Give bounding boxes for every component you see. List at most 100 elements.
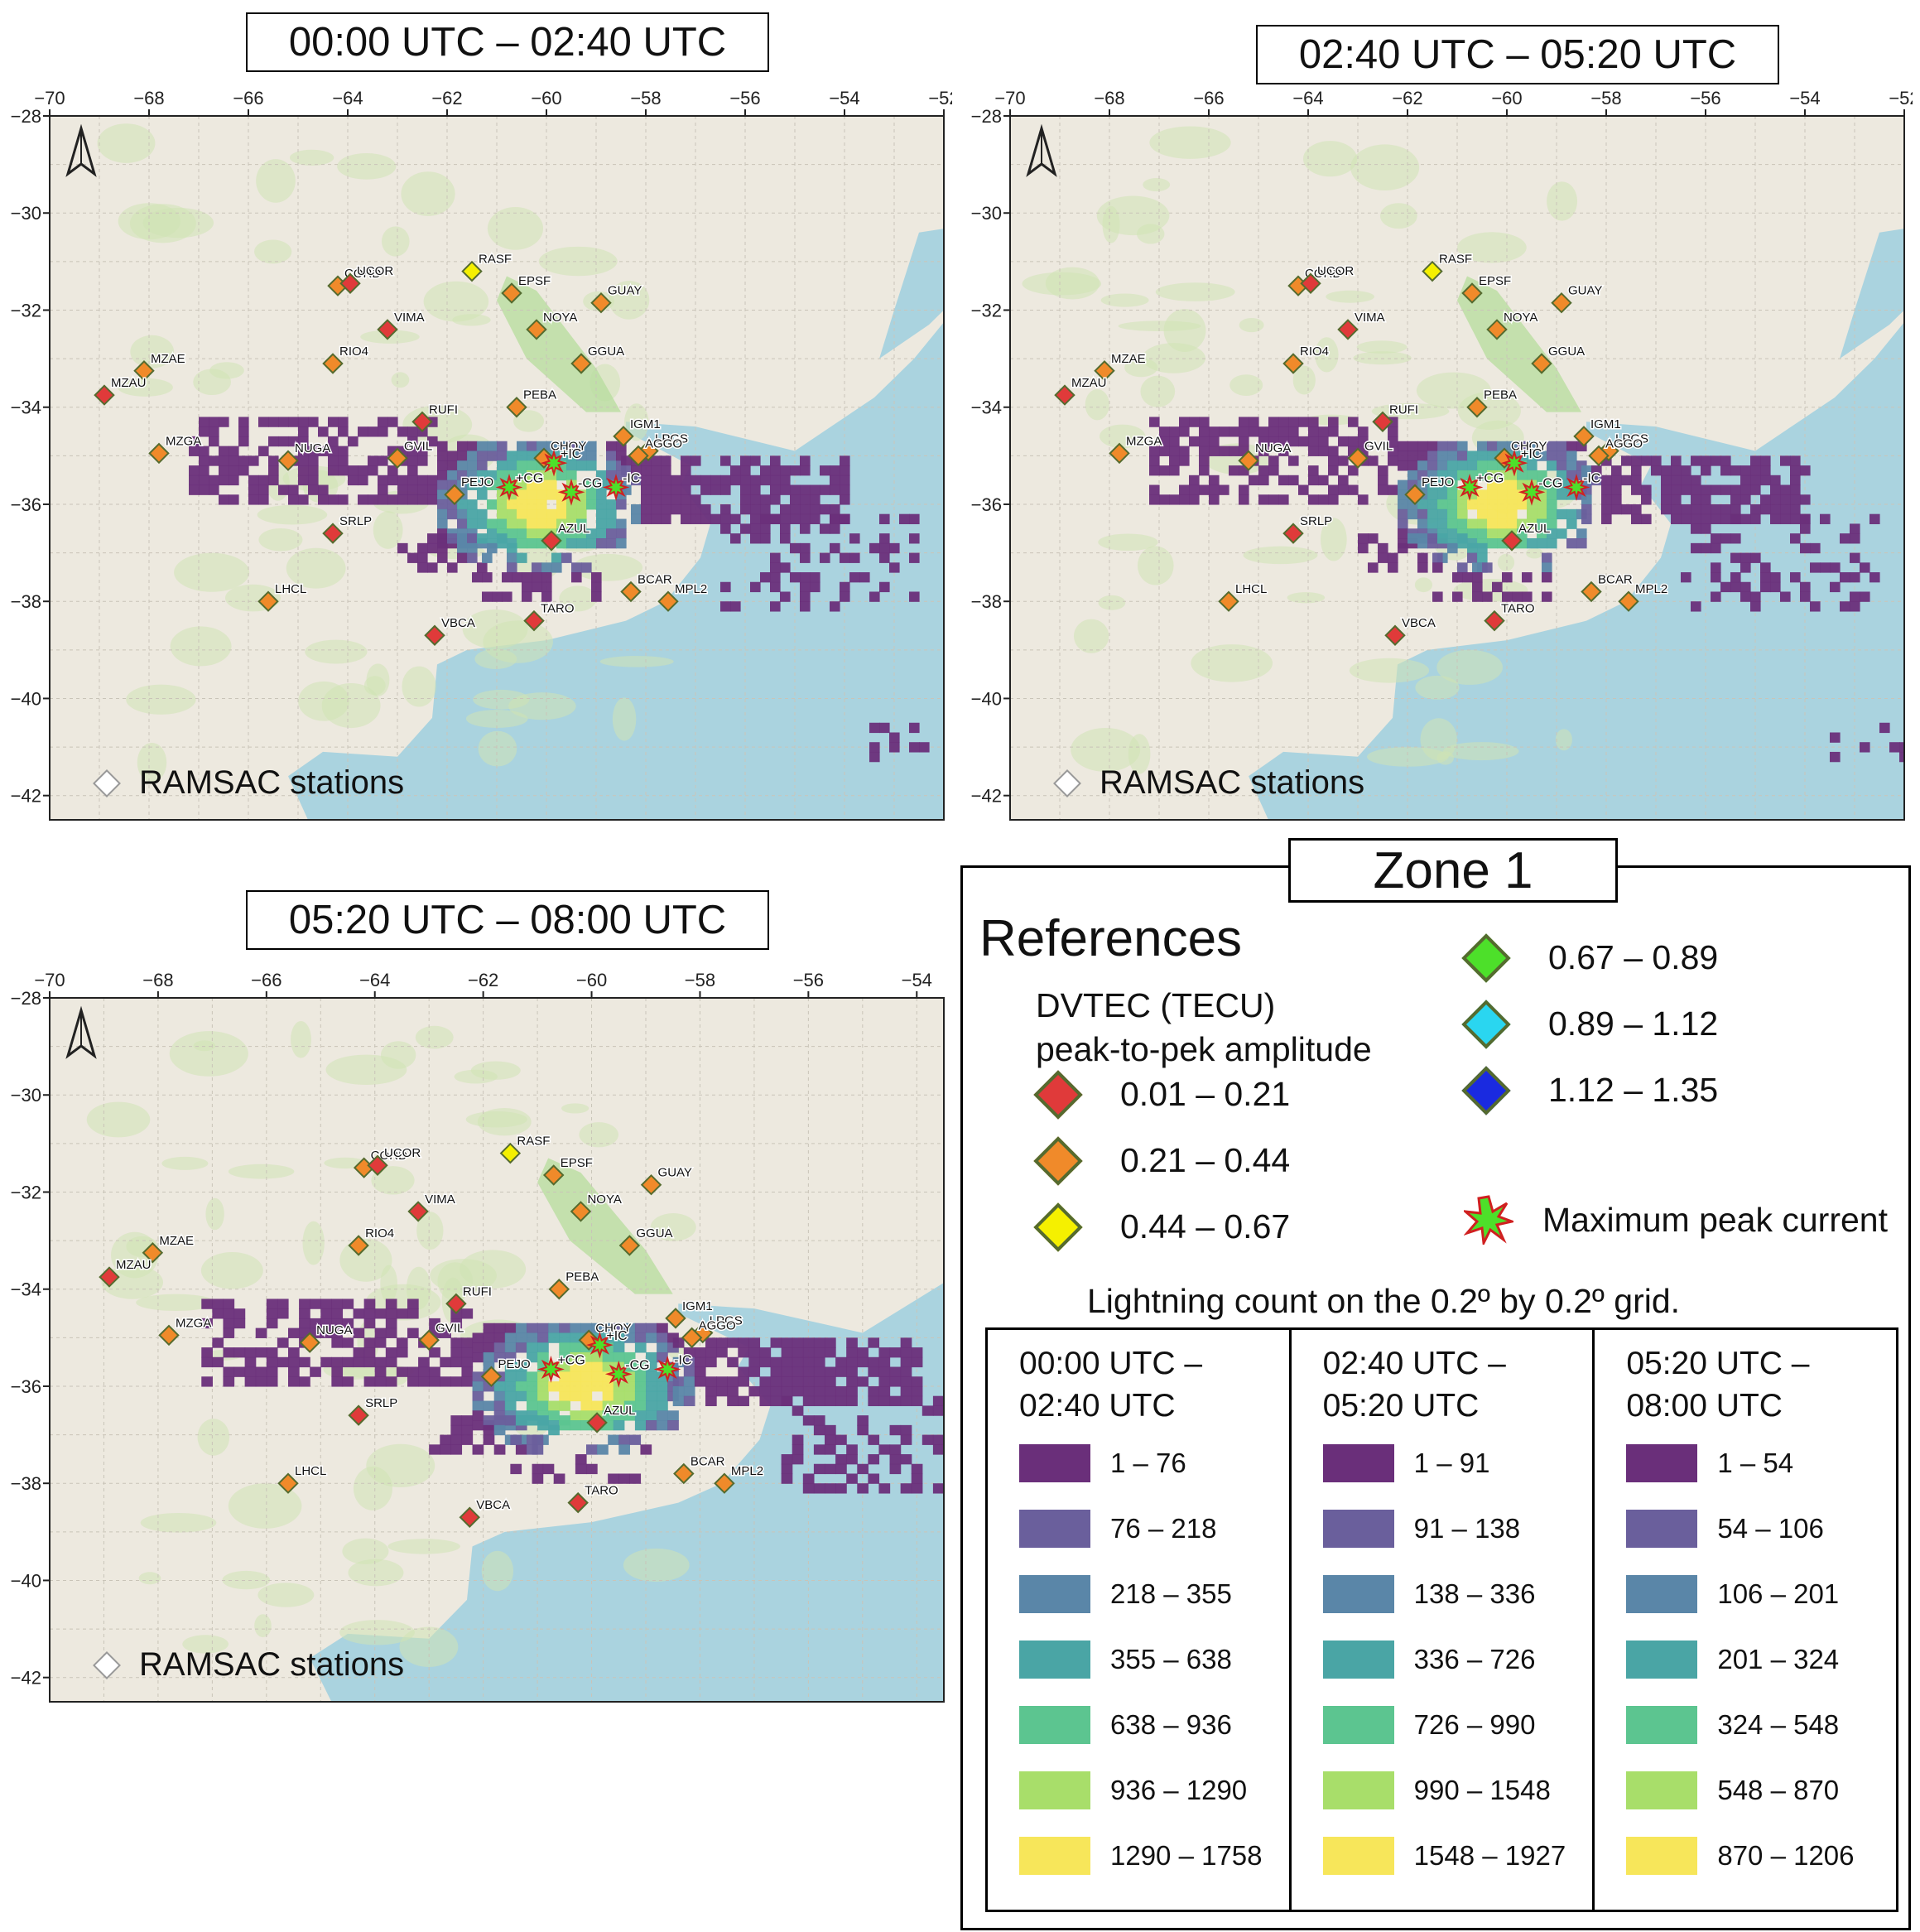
- vegetation-patch: [197, 1419, 230, 1456]
- lightning-cell: [1457, 508, 1468, 520]
- lightning-cell: [683, 1356, 695, 1368]
- lightning-cell: [548, 1400, 560, 1411]
- lightning-cell: [450, 1444, 463, 1455]
- lightning-cell: [268, 465, 279, 476]
- peak-current-legend: Maximum peak current: [1464, 1195, 1888, 1245]
- lightning-cell: [586, 528, 597, 539]
- station-marker: TARO: [567, 1482, 619, 1514]
- lightning-cell: [1770, 513, 1781, 525]
- lightning-cell: [385, 1318, 397, 1329]
- lightning-cell: [299, 1298, 310, 1309]
- lightning-cell: [720, 484, 731, 495]
- station-marker: TARO: [523, 600, 575, 632]
- lightning-cell: [266, 1347, 278, 1358]
- lightning-cell: [586, 479, 597, 490]
- lightning-cell: [1750, 465, 1761, 476]
- lightning-cell: [504, 1400, 517, 1411]
- lightning-cell: [586, 1444, 598, 1455]
- lightning-cell: [1497, 518, 1508, 529]
- lightning-cell: [299, 1376, 310, 1387]
- grid-range-label: 936 – 1290: [1110, 1775, 1248, 1805]
- lightning-cell: [759, 1376, 772, 1387]
- lightning-cell: [418, 1366, 430, 1377]
- peak-label: +CG: [557, 1353, 585, 1367]
- lightning-cell: [846, 1356, 858, 1368]
- lightning-cell: [1601, 484, 1612, 495]
- lightning-cell: [800, 542, 811, 554]
- lightning-cell: [437, 479, 448, 490]
- lightning-cell: [1457, 533, 1468, 544]
- lightning-cell: [613, 1342, 625, 1353]
- vegetation-patch: [182, 1635, 229, 1654]
- grid-color-swatch: [1019, 1510, 1090, 1548]
- station-label: NUGA: [316, 1323, 352, 1337]
- station-label: CHOY: [551, 439, 586, 453]
- lightning-cell: [487, 470, 498, 481]
- lightning-cell: [878, 1366, 891, 1377]
- lightning-cell: [1576, 538, 1587, 549]
- lightning-cell: [810, 494, 820, 505]
- lightning-cell: [331, 1337, 344, 1348]
- lightning-cell: [331, 1318, 344, 1329]
- lightning-cell: [911, 1473, 923, 1484]
- lightning-cell: [683, 1376, 695, 1387]
- station-marker: MZAU: [94, 375, 147, 406]
- lightning-cell: [849, 572, 860, 583]
- lightning-cell: [1318, 475, 1329, 486]
- lightning-cell: [532, 572, 542, 583]
- peak-label: -IC: [623, 471, 640, 485]
- lightning-cell: [1328, 417, 1339, 427]
- lightning-cell: [504, 1323, 517, 1334]
- lightning-cell: [780, 591, 791, 602]
- lightning-cell: [759, 1347, 772, 1358]
- vegetation-patch: [325, 1054, 407, 1086]
- stations-label: RAMSAC stations: [139, 764, 404, 801]
- lightning-cell: [507, 542, 517, 554]
- lightning-cell: [1169, 455, 1180, 466]
- stations-legend: RAMSAC stations: [1053, 764, 1364, 801]
- lightning-cell: [810, 513, 820, 525]
- station-marker: VBCA: [1384, 615, 1436, 646]
- lightning-cell: [1408, 450, 1418, 461]
- lightning-cell: [1631, 465, 1642, 476]
- lightning-cell: [1522, 572, 1533, 583]
- lightning-cell: [1477, 441, 1488, 452]
- dvtec-heading: DVTEC (TECU) peak-to-pek amplitude: [1036, 984, 1372, 1072]
- station-marker: PEJO: [444, 475, 495, 505]
- lightning-cell: [1477, 460, 1488, 471]
- lightning-cell: [1239, 436, 1249, 447]
- lightning-cell: [233, 1318, 246, 1329]
- lightning-cell: [546, 489, 557, 500]
- lightning-cell: [515, 1444, 527, 1455]
- lightning-cell: [527, 1400, 538, 1411]
- vegetation-patch: [1415, 675, 1460, 700]
- lightning-cell: [266, 1356, 278, 1368]
- lightning-cell: [591, 581, 602, 593]
- y-tick-label: −30: [971, 203, 1002, 224]
- station-label: GGUA: [1548, 344, 1585, 359]
- lightning-cell: [657, 1410, 668, 1421]
- lightning-cell: [869, 742, 880, 753]
- lightning-cell: [1447, 518, 1458, 529]
- lightning-cell: [750, 455, 761, 466]
- station-label: MPL2: [1635, 582, 1667, 596]
- lightning-cell: [387, 475, 398, 486]
- lightning-cell: [537, 508, 547, 520]
- lightning-cell: [1701, 465, 1711, 476]
- lightning-cell: [427, 542, 438, 554]
- stations-legend: RAMSAC stations: [93, 1646, 404, 1683]
- lightning-cell: [278, 436, 289, 447]
- lightning-cell: [1661, 484, 1672, 495]
- lagoon: [1840, 229, 1904, 359]
- lightning-cell: [911, 1463, 923, 1475]
- lightning-cell: [1517, 470, 1528, 481]
- station-marker: AGGO: [1588, 436, 1644, 467]
- lightning-cell: [770, 455, 781, 466]
- lightning-cell: [909, 591, 920, 602]
- lightning-cell: [1750, 484, 1761, 495]
- lightning-cell: [1681, 465, 1691, 476]
- lightning-cell: [515, 1332, 527, 1343]
- lightning-cell: [1557, 489, 1567, 500]
- lightning-cell: [1472, 572, 1483, 583]
- lightning-cell: [1691, 523, 1701, 534]
